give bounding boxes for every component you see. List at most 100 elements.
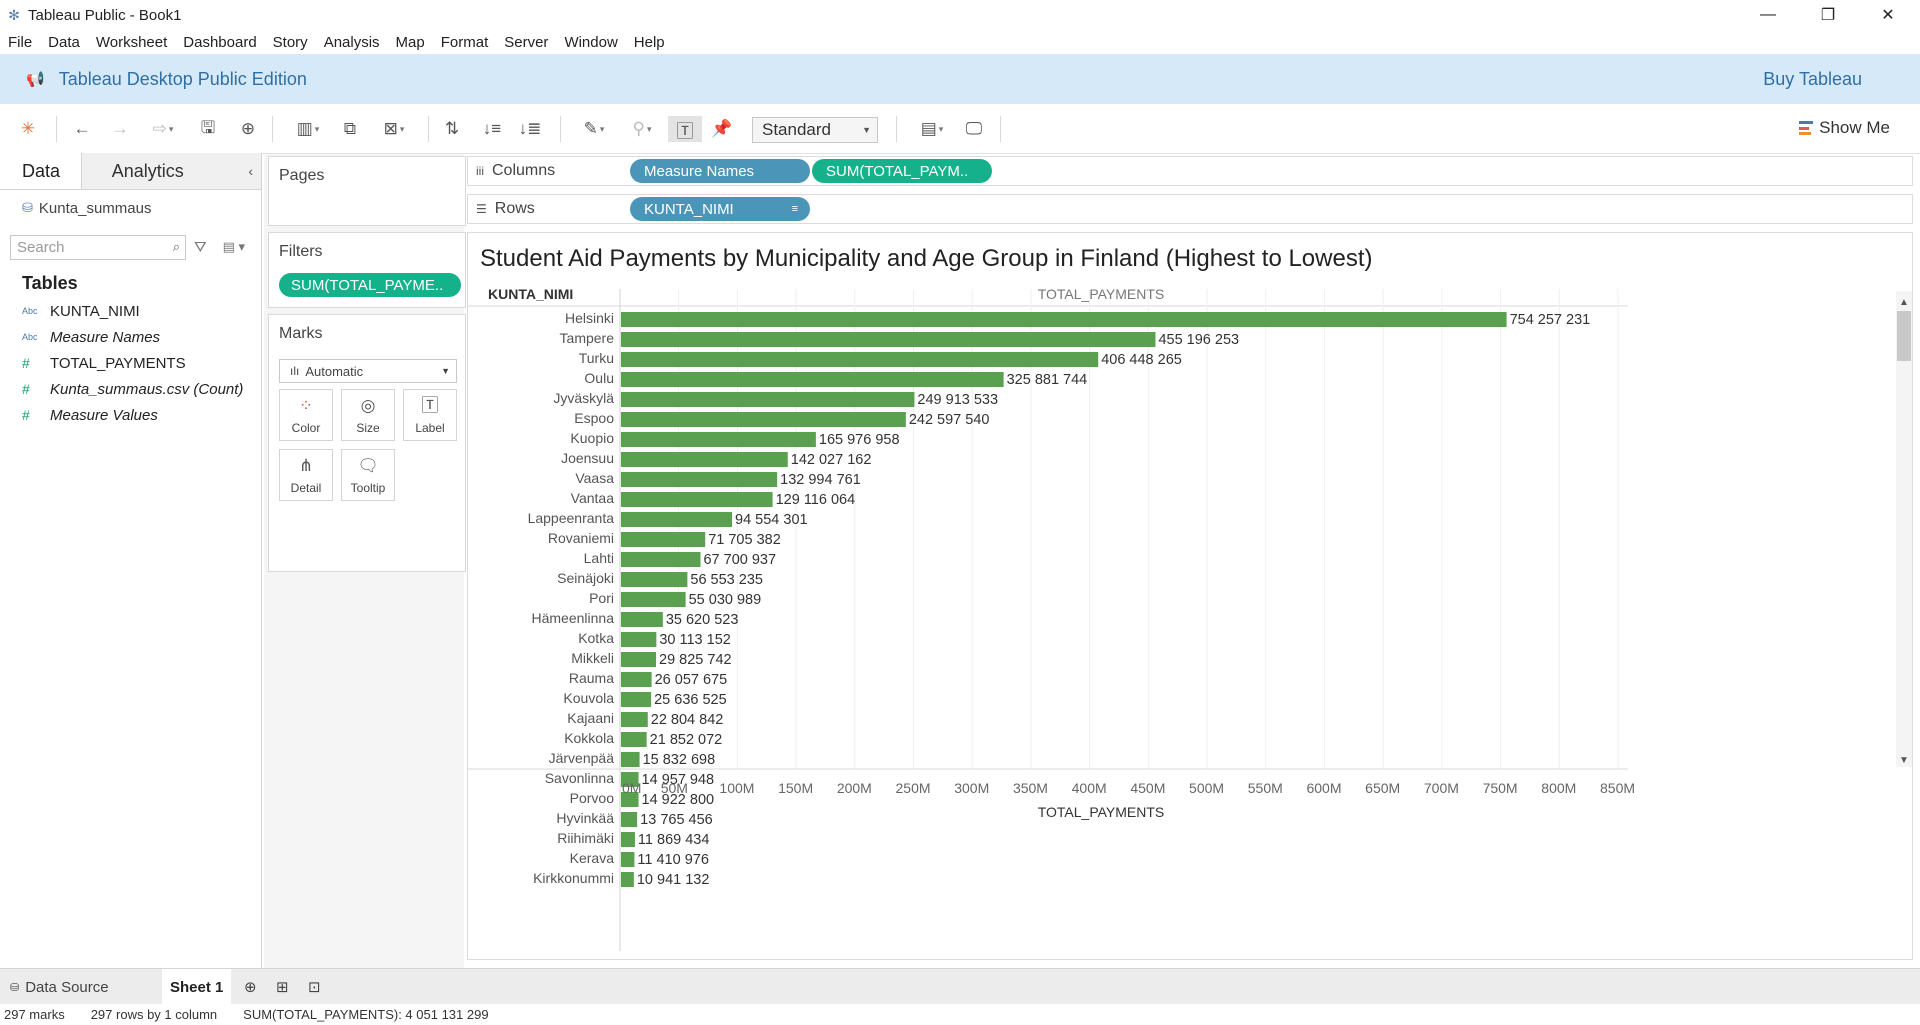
datasource-icon: ⛁ bbox=[22, 200, 33, 215]
field-item[interactable]: # Measure Values bbox=[0, 402, 261, 428]
menu-help[interactable]: Help bbox=[633, 33, 665, 51]
data-label: 21 852 072 bbox=[650, 732, 723, 748]
bar bbox=[621, 592, 686, 607]
redo-icon[interactable]: → bbox=[111, 119, 129, 138]
row-label: Kerava bbox=[570, 850, 615, 866]
menu-worksheet[interactable]: Worksheet bbox=[95, 33, 168, 51]
minimize-button[interactable]: — bbox=[1760, 6, 1776, 23]
show-cards-icon[interactable]: ▤ ▾ bbox=[920, 119, 944, 138]
color-button[interactable]: ⁘ Color bbox=[279, 389, 333, 441]
duplicate-sheet-icon[interactable]: ⧉ bbox=[343, 119, 357, 138]
sort-ascending-icon[interactable]: ↓≡ bbox=[482, 119, 502, 138]
vertical-scrollbar[interactable] bbox=[1896, 291, 1912, 767]
menu-dashboard[interactable]: Dashboard bbox=[183, 33, 257, 51]
columns-icon: iii bbox=[476, 164, 484, 178]
columns-shelf[interactable]: iii Columns Measure Names SUM(TOTAL_PAYM… bbox=[467, 156, 1913, 186]
data-source-tab[interactable]: ⛁ Data Source bbox=[10, 969, 109, 1005]
row-label: Kokkola bbox=[564, 730, 614, 746]
sum-total-payments-pill[interactable]: SUM(TOTAL_PAYM.. bbox=[812, 159, 992, 183]
filter-pill[interactable]: SUM(TOTAL_PAYME.. bbox=[279, 273, 461, 297]
new-worksheet-tab-icon[interactable]: ⊕ bbox=[244, 979, 257, 996]
fix-axes-icon[interactable]: 📌 bbox=[711, 119, 733, 138]
show-mark-labels-icon[interactable]: 🅃 bbox=[668, 116, 702, 142]
data-pane: Data Analytics ‹ ⛁ Kunta_summaus Search … bbox=[0, 153, 262, 968]
x-tick-label: 300M bbox=[954, 780, 989, 796]
data-label: 94 554 301 bbox=[735, 512, 808, 528]
search-input[interactable]: Search ⌕ bbox=[10, 234, 186, 260]
mark-type-dropdown[interactable]: ılı Automatic ▼ bbox=[279, 359, 457, 383]
data-label: 129 116 064 bbox=[776, 492, 856, 508]
tab-analytics[interactable]: Analytics ‹ bbox=[81, 153, 261, 189]
group-members-icon[interactable]: ⚲ ▾ bbox=[632, 119, 652, 138]
close-button[interactable]: ✕ bbox=[1881, 7, 1895, 24]
data-label: 35 620 523 bbox=[666, 612, 739, 628]
filters-card[interactable]: Filters SUM(TOTAL_PAYME.. bbox=[268, 232, 466, 308]
filter-icon[interactable]: ⛛ bbox=[194, 238, 207, 256]
pages-card[interactable]: Pages bbox=[268, 156, 466, 226]
buy-tableau-link[interactable]: Buy Tableau bbox=[1763, 68, 1862, 89]
new-story-tab-icon[interactable]: ⊡ bbox=[308, 979, 321, 996]
detail-button[interactable]: ⋔ Detail bbox=[279, 449, 333, 501]
replay-icon[interactable]: ⇨ ▾ bbox=[152, 119, 174, 138]
search-row: Search ⌕ ⛛ ▤ ▾ bbox=[0, 226, 261, 268]
fit-dropdown[interactable]: Standard ▼ bbox=[752, 117, 878, 143]
menu-data[interactable]: Data bbox=[48, 33, 80, 51]
menu-map[interactable]: Map bbox=[395, 33, 425, 51]
undo-icon[interactable]: ← bbox=[73, 119, 91, 138]
row-label: Espoo bbox=[574, 410, 614, 426]
row-label: Vaasa bbox=[575, 470, 614, 486]
sort-descending-icon[interactable]: ↓≣ bbox=[518, 119, 542, 138]
new-dashboard-tab-icon[interactable]: ⊞ bbox=[276, 979, 289, 996]
field-item[interactable]: # TOTAL_PAYMENTS bbox=[0, 350, 261, 376]
status-marks: 297 marks bbox=[4, 1007, 65, 1022]
row-label: Helsinki bbox=[565, 310, 614, 326]
bar bbox=[621, 812, 638, 827]
clear-sheet-icon[interactable]: ⊠ ▾ bbox=[383, 119, 405, 138]
collapse-pane-icon[interactable]: ‹ bbox=[248, 163, 253, 179]
menu-file[interactable]: File bbox=[8, 33, 33, 51]
bar bbox=[621, 552, 701, 567]
kunta-nimi-pill[interactable]: KUNTA_NIMI ≡ bbox=[630, 197, 810, 221]
x-tick-label: 400M bbox=[1072, 780, 1107, 796]
detail-label: Detail bbox=[290, 481, 322, 495]
save-icon[interactable]: 🖫 bbox=[200, 117, 216, 137]
menu-server[interactable]: Server bbox=[504, 33, 549, 51]
tableau-app-icon: ✻ bbox=[8, 7, 20, 23]
scrollbar-thumb[interactable] bbox=[1897, 311, 1911, 361]
x-tick-label: 850M bbox=[1600, 780, 1635, 796]
menu-format[interactable]: Format bbox=[440, 33, 489, 51]
measure-names-pill[interactable]: Measure Names bbox=[630, 159, 810, 183]
tab-data[interactable]: Data bbox=[0, 153, 82, 189]
x-tick-label: 550M bbox=[1248, 780, 1283, 796]
tooltip-button[interactable]: 🗨 Tooltip bbox=[341, 449, 395, 501]
sheet-1-tab[interactable]: Sheet 1 bbox=[162, 969, 232, 1005]
view-options-icon[interactable]: ▤ ▾ bbox=[222, 239, 246, 254]
data-label: 132 994 761 bbox=[780, 472, 861, 488]
highlight-icon[interactable]: ✎ ▾ bbox=[583, 119, 605, 138]
menu-window[interactable]: Window bbox=[564, 33, 618, 51]
row-label: Rovaniemi bbox=[548, 530, 614, 546]
label-button[interactable]: 🅃 Label bbox=[403, 389, 457, 441]
dimension-type-icon: Abc bbox=[22, 306, 38, 316]
row-label: Vantaa bbox=[571, 490, 615, 506]
show-me-button[interactable]: Show Me bbox=[1799, 118, 1890, 138]
field-item[interactable]: # Kunta_summaus.csv (Count) bbox=[0, 376, 261, 402]
row-label: Jyväskylä bbox=[553, 390, 614, 406]
datasource-item[interactable]: ⛁ Kunta_summaus bbox=[0, 190, 261, 226]
restore-button[interactable]: ❐ bbox=[1820, 7, 1836, 24]
field-item[interactable]: Abc KUNTA_NIMI bbox=[0, 298, 261, 324]
new-worksheet-icon[interactable]: ▥ ▾ bbox=[296, 119, 320, 138]
menu-story[interactable]: Story bbox=[272, 33, 308, 51]
bar bbox=[621, 872, 634, 887]
presentation-mode-icon[interactable]: 🖵 bbox=[965, 119, 983, 138]
bar bbox=[621, 392, 915, 407]
size-button[interactable]: ◎ Size bbox=[341, 389, 395, 441]
tableau-logo-icon[interactable]: ✳ bbox=[20, 119, 36, 138]
field-item[interactable]: Abc Measure Names bbox=[0, 324, 261, 350]
menu-analysis[interactable]: Analysis bbox=[323, 33, 380, 51]
data-label: 242 597 540 bbox=[909, 412, 990, 428]
rows-shelf[interactable]: ☰ Rows KUNTA_NIMI ≡ bbox=[467, 194, 1913, 224]
swap-rows-columns-icon[interactable]: ⇅ bbox=[444, 119, 460, 138]
chart-title: Student Aid Payments by Municipality and… bbox=[480, 245, 1373, 272]
new-datasource-icon[interactable]: ⊕ bbox=[240, 119, 256, 138]
